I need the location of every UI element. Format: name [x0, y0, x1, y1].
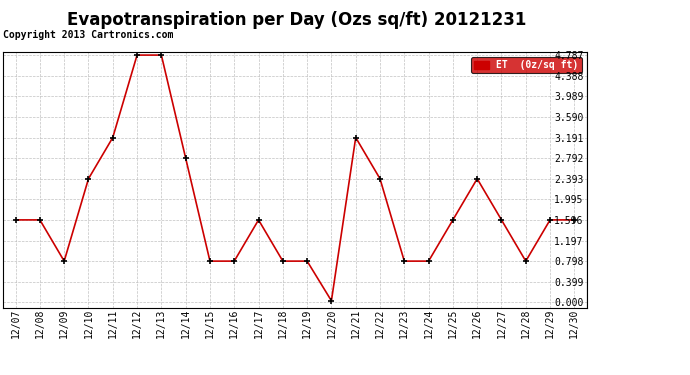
Legend: ET  (0z/sq ft): ET (0z/sq ft)	[471, 57, 582, 73]
Text: Copyright 2013 Cartronics.com: Copyright 2013 Cartronics.com	[3, 30, 174, 40]
Text: Evapotranspiration per Day (Ozs sq/ft) 20121231: Evapotranspiration per Day (Ozs sq/ft) 2…	[67, 11, 526, 29]
